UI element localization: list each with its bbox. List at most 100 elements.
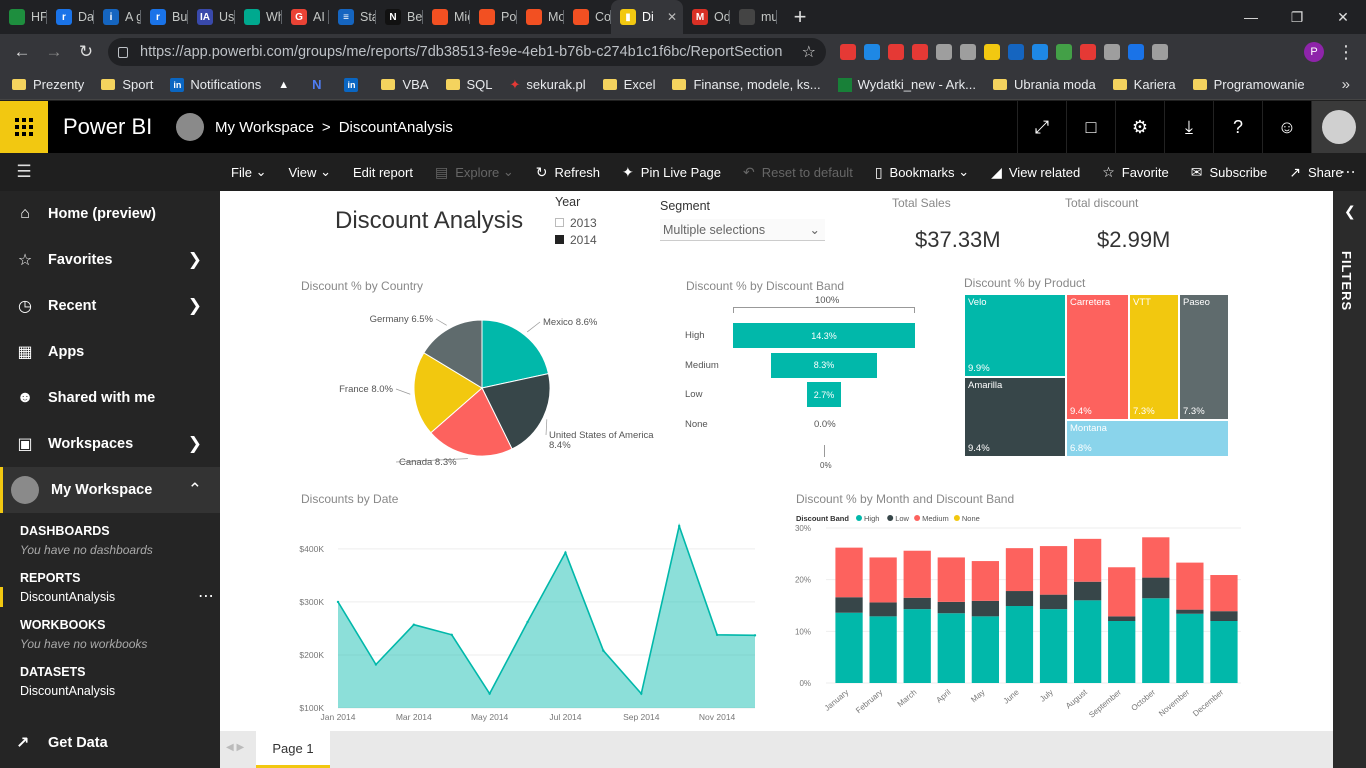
- view-related-button[interactable]: ◢ View related: [991, 164, 1080, 181]
- treemap-tile[interactable]: VTT 7.3%: [1129, 294, 1179, 420]
- browser-tab[interactable]: r Data: [47, 0, 94, 34]
- nav-apps[interactable]: ▦ Apps: [0, 329, 220, 375]
- app-title[interactable]: Power BI: [63, 114, 153, 139]
- total-discount-card[interactable]: Total discount $2.99M: [1065, 196, 1205, 253]
- reload-button[interactable]: ↻: [78, 42, 94, 61]
- favorite-button[interactable]: ☆ Favorite: [1102, 164, 1169, 181]
- browser-tab[interactable]: ≡ Stakel: [329, 0, 376, 34]
- year-option-2013[interactable]: 2013: [555, 214, 597, 231]
- minimize-button[interactable]: —: [1244, 9, 1258, 25]
- more-options-icon[interactable]: ⋯: [1340, 164, 1356, 181]
- browser-tab[interactable]: ▮ Di ✕: [611, 0, 683, 34]
- bookmark-item[interactable]: in: [344, 77, 364, 92]
- treemap-tile[interactable]: Paseo 7.3%: [1179, 294, 1229, 420]
- edit-report-button[interactable]: Edit report: [353, 165, 413, 180]
- filters-pane[interactable]: ❮ FILTERS: [1333, 191, 1366, 768]
- browser-tab[interactable]: N Benef: [376, 0, 423, 34]
- bookmarks-overflow-icon[interactable]: »: [1341, 76, 1350, 93]
- browser-tab[interactable]: r Busin: [141, 0, 188, 34]
- funnel-bar[interactable]: 2.7%: [806, 382, 842, 407]
- report-more-icon[interactable]: ⋯: [198, 588, 214, 605]
- bookmark-item[interactable]: Programowanie: [1192, 77, 1305, 92]
- browser-menu-icon[interactable]: ⋮: [1337, 41, 1355, 62]
- treemap-tile[interactable]: Carretera 9.4%: [1066, 294, 1129, 420]
- report-item[interactable]: DiscountAnalysis ⋯: [0, 587, 220, 607]
- nav-my-workspace[interactable]: My Workspace ⌃: [0, 467, 220, 513]
- chevron-left-icon[interactable]: ❮: [1344, 203, 1356, 219]
- settings-gear-icon[interactable]: ⚙: [1115, 101, 1164, 153]
- browser-tab[interactable]: Micro: [423, 0, 470, 34]
- bookmark-item[interactable]: ▲: [278, 79, 295, 91]
- funnel-bar[interactable]: 8.3%: [771, 352, 877, 378]
- funnel-bar[interactable]: 14.3%: [733, 323, 915, 348]
- extension-icon[interactable]: [1032, 44, 1048, 60]
- share-button[interactable]: ↗ Share: [1289, 164, 1342, 181]
- download-icon[interactable]: ⤓: [1164, 101, 1213, 153]
- extension-icon[interactable]: [936, 44, 952, 60]
- bookmark-item[interactable]: Sport: [101, 77, 153, 92]
- extension-icon[interactable]: [1128, 44, 1144, 60]
- url-bar[interactable]: https://app.powerbi.com/groups/me/report…: [108, 38, 826, 66]
- browser-tab[interactable]: G AI Tre: [282, 0, 329, 34]
- bookmark-item[interactable]: Wydatki_new - Ark...: [837, 77, 976, 92]
- back-button[interactable]: ←: [13, 42, 31, 61]
- discount-by-product-treemap[interactable]: Velo 9.9% Carretera 9.4% VTT 7.3% Paseo 7.3% Ama…: [964, 294, 1229, 457]
- bookmark-item[interactable]: Excel: [602, 77, 655, 92]
- bookmark-item[interactable]: ✦ sekurak.pl: [510, 77, 586, 93]
- treemap-tile[interactable]: Montana 6.8%: [1066, 420, 1229, 457]
- help-icon[interactable]: ?: [1213, 101, 1262, 153]
- file-menu[interactable]: File ⌄: [231, 164, 266, 180]
- extension-icon[interactable]: [984, 44, 1000, 60]
- refresh-button[interactable]: ↻ Refresh: [536, 164, 600, 181]
- extension-icon[interactable]: [864, 44, 880, 60]
- extension-icon[interactable]: [1008, 44, 1024, 60]
- discount-by-month-band-column-chart[interactable]: Discount Band High Low Medium None 0% 10% 20% 30…: [786, 511, 1256, 726]
- app-launcher-icon[interactable]: [0, 101, 48, 153]
- nav-workspaces[interactable]: ▣ Workspaces ❯: [0, 421, 220, 467]
- treemap-tile[interactable]: Amarilla 9.4%: [964, 377, 1066, 457]
- browser-tab[interactable]: Conn: [564, 0, 611, 34]
- forward-button[interactable]: →: [45, 42, 63, 61]
- nav-home[interactable]: ⌂ Home (preview): [0, 191, 220, 237]
- close-window-button[interactable]: ✕: [1337, 8, 1349, 25]
- browser-tab[interactable]: HFM: [0, 0, 47, 34]
- discounts-by-date-area-chart[interactable]: $100K $200K $300K $400K Jan 2014 Mar 2014 May …: [280, 505, 760, 730]
- browser-tab[interactable]: much: [730, 0, 777, 34]
- browser-tab[interactable]: M Odeb: [683, 0, 730, 34]
- user-account-icon[interactable]: [1311, 101, 1366, 153]
- bookmark-item[interactable]: Prezenty: [12, 77, 84, 92]
- breadcrumb-workspace[interactable]: My Workspace: [215, 118, 314, 136]
- restore-button[interactable]: ❐: [1290, 8, 1304, 25]
- new-tab-button[interactable]: +: [793, 4, 807, 29]
- page-nav-arrows-icon[interactable]: ◀ ▶: [226, 742, 245, 753]
- view-menu[interactable]: View ⌄: [288, 164, 330, 180]
- nav-favorites[interactable]: ☆ Favorites ❯: [0, 237, 220, 283]
- browser-tab[interactable]: i A gro: [94, 0, 141, 34]
- subscribe-button[interactable]: ✉ Subscribe: [1191, 164, 1268, 181]
- browser-tab[interactable]: Power: [470, 0, 517, 34]
- nav-recent[interactable]: ◷ Recent ❯: [0, 283, 220, 329]
- bookmark-item[interactable]: N: [312, 77, 327, 92]
- fullscreen-icon[interactable]: ⤢: [1017, 101, 1066, 153]
- bookmark-item[interactable]: in Notifications: [170, 77, 261, 92]
- extension-icon[interactable]: [1104, 44, 1120, 60]
- year-option-2014[interactable]: 2014: [555, 231, 597, 248]
- extension-icon[interactable]: [960, 44, 976, 60]
- extension-icon[interactable]: [840, 44, 856, 60]
- profile-avatar[interactable]: P: [1304, 42, 1324, 62]
- comments-icon[interactable]: □: [1066, 101, 1115, 153]
- browser-tab[interactable]: What: [235, 0, 282, 34]
- bookmark-item[interactable]: VBA: [381, 77, 429, 92]
- treemap-tile[interactable]: Velo 9.9%: [964, 294, 1066, 377]
- nav-shared[interactable]: ☻ Shared with me: [0, 375, 220, 421]
- extension-icon[interactable]: [912, 44, 928, 60]
- feedback-smiley-icon[interactable]: ☺: [1262, 101, 1311, 153]
- extension-icon[interactable]: [888, 44, 904, 60]
- bookmark-item[interactable]: SQL: [445, 77, 493, 92]
- pin-live-page-button[interactable]: ✦ Pin Live Page: [622, 164, 721, 181]
- get-data-button[interactable]: ↗ Get Data: [0, 718, 220, 768]
- discount-band-funnel-chart[interactable]: 100% High 14.3% Medium 8.3% Low 2.7% None 0.0% 0%: [675, 295, 925, 475]
- close-tab-icon[interactable]: ✕: [666, 10, 677, 24]
- extension-icon[interactable]: [1152, 44, 1168, 60]
